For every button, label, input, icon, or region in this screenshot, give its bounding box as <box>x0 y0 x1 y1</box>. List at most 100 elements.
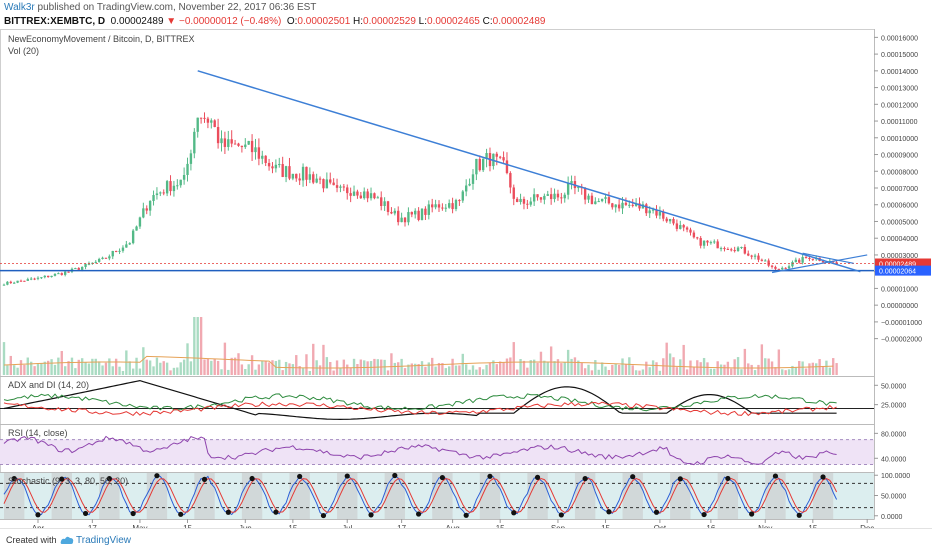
stoch-cross-dot <box>273 509 279 515</box>
candle-body <box>237 143 240 146</box>
volume-bar <box>590 370 594 375</box>
candle-body <box>757 255 760 260</box>
volume-bar <box>464 364 468 375</box>
candle-body <box>424 208 427 215</box>
candle-body <box>16 280 19 283</box>
volume-bar <box>648 367 651 375</box>
candle-body <box>349 193 352 196</box>
candle-body <box>835 262 838 264</box>
candle-body <box>335 185 339 188</box>
candle-body <box>811 258 815 260</box>
candle-body <box>125 244 128 248</box>
author-name[interactable]: Walk3r <box>4 2 35 13</box>
volume-bar <box>369 361 373 375</box>
stoch-cross-dot <box>630 474 636 480</box>
volume-bar <box>193 317 196 375</box>
stoch-cross-dot <box>582 476 588 482</box>
volume-bar <box>352 358 356 375</box>
volume-bar <box>764 358 767 375</box>
candle-body <box>295 173 298 179</box>
volume-bar <box>400 358 403 375</box>
candle-body <box>244 144 247 148</box>
candle-body <box>760 259 764 261</box>
volume-bar <box>50 359 53 375</box>
volume-bar <box>67 361 70 375</box>
stoch-cross-dot <box>534 474 541 480</box>
candle-body <box>227 139 230 147</box>
symbol-info: BITTREX:XEMBTC, D 0.00002489 ▼ −0.000000… <box>4 16 545 27</box>
candle-body <box>373 193 376 199</box>
y-tick-label: 0.00001000 <box>881 286 918 293</box>
candle-body <box>135 226 138 231</box>
candle-body <box>611 203 614 208</box>
stoch-tick-label: 0.0000 <box>881 514 903 521</box>
candle-body <box>662 211 665 219</box>
candle-body <box>407 212 410 223</box>
candle-body <box>736 247 740 252</box>
candle-body <box>519 198 522 202</box>
volume-bar <box>91 358 94 375</box>
volume-bar <box>305 354 308 375</box>
stoch-cross-dot <box>701 511 707 518</box>
open-value: 0.00002501 <box>297 16 351 27</box>
candle-body <box>13 282 16 284</box>
stoch-cross-dot <box>368 512 374 518</box>
candle-body <box>9 281 12 283</box>
rsi-tick-label: 40.0000 <box>881 456 906 463</box>
candle-body <box>696 237 699 239</box>
volume-bar <box>6 365 9 375</box>
volume-bar <box>46 360 50 375</box>
candle-body <box>131 230 135 244</box>
candle-body <box>329 179 332 183</box>
y-tick-label: 0.00015000 <box>881 52 918 59</box>
chart-svg[interactable]: 0.00016000 0.00015000 0.00014000 0.00013000… <box>0 29 932 533</box>
candle-body <box>97 258 101 262</box>
volume-bar <box>390 353 393 375</box>
volume-bar <box>689 360 692 375</box>
volume-bar <box>750 364 753 375</box>
candle-body <box>461 191 464 201</box>
volume-bar <box>723 364 726 375</box>
volume-bar <box>821 365 825 375</box>
chart-area[interactable]: 0.00016000 0.00015000 0.00014000 0.00013000… <box>0 29 932 533</box>
volume-bar <box>468 369 471 375</box>
stoch-cross-dot <box>439 474 445 481</box>
volume-bar <box>13 365 16 375</box>
volume-bar <box>668 353 672 375</box>
candle-body <box>485 153 488 159</box>
candle-body <box>709 242 713 244</box>
candle-body <box>560 197 563 199</box>
candle-body <box>43 275 46 278</box>
candle-body <box>590 195 594 205</box>
candle-body <box>189 153 193 164</box>
candle-body <box>730 249 733 251</box>
candle-body <box>220 138 223 144</box>
volume-bar <box>498 361 502 375</box>
candle-body <box>233 143 237 145</box>
stoch-shade <box>479 473 501 519</box>
volume-bar <box>651 360 655 375</box>
candle-body <box>617 204 621 209</box>
low-label: L: <box>418 16 428 27</box>
candle-body <box>193 131 196 154</box>
stochastic-legend: Stochastic (9, 3, 3, 80, 50, 20) <box>8 476 129 486</box>
volume-bar <box>230 357 233 375</box>
candle-body <box>546 194 549 196</box>
candle-body <box>526 203 529 205</box>
volume-bar <box>155 357 159 375</box>
tradingview-brand[interactable]: TradingView <box>76 535 132 546</box>
volume-bar <box>414 363 417 375</box>
candle-body <box>186 163 189 175</box>
volume-bar <box>451 358 454 375</box>
volume-bar <box>611 364 614 375</box>
volume-bar <box>420 361 424 375</box>
high-value: 0.00002529 <box>363 16 416 27</box>
volume-bar <box>495 364 498 375</box>
volume-bar <box>512 342 515 375</box>
stoch-cross-dot <box>154 473 160 479</box>
published-text: published on TradingView.com, November 2… <box>37 2 317 13</box>
volume-bar <box>329 362 332 375</box>
volume-bar <box>492 360 495 375</box>
volume-bar <box>84 362 87 375</box>
candle-body <box>587 195 590 200</box>
